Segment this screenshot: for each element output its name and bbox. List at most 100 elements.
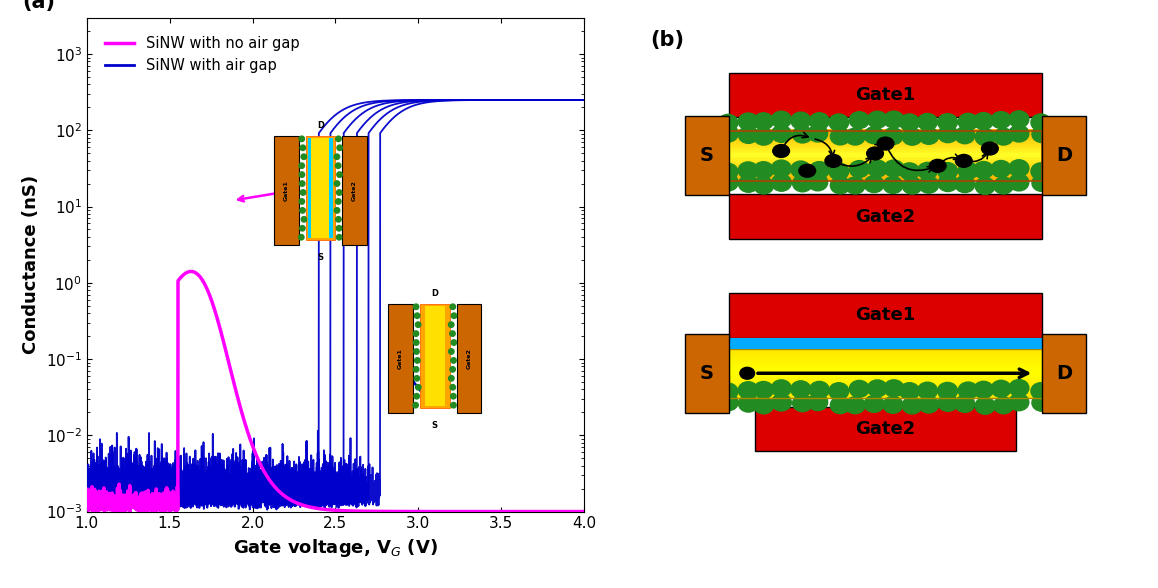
Ellipse shape [771,125,791,142]
FancyBboxPatch shape [728,141,1042,143]
Ellipse shape [864,127,884,143]
FancyBboxPatch shape [728,338,1042,349]
Ellipse shape [849,112,870,129]
Ellipse shape [877,137,894,150]
Ellipse shape [1031,383,1050,400]
FancyBboxPatch shape [728,385,1042,387]
Ellipse shape [864,176,884,192]
Ellipse shape [955,176,975,193]
FancyBboxPatch shape [728,156,1042,159]
FancyBboxPatch shape [728,179,1042,181]
FancyBboxPatch shape [728,172,1042,174]
Ellipse shape [938,113,958,131]
Ellipse shape [884,176,903,193]
FancyBboxPatch shape [728,366,1042,369]
FancyBboxPatch shape [728,346,1042,349]
Ellipse shape [900,163,919,180]
Ellipse shape [739,395,758,412]
FancyBboxPatch shape [728,129,1042,131]
Ellipse shape [771,160,791,177]
FancyBboxPatch shape [728,382,1042,385]
Ellipse shape [739,382,758,399]
FancyBboxPatch shape [728,392,1042,395]
Ellipse shape [845,128,865,145]
FancyBboxPatch shape [728,136,1042,138]
Ellipse shape [918,128,939,144]
Ellipse shape [917,382,937,399]
Text: Gate2: Gate2 [856,420,916,438]
Ellipse shape [1032,126,1051,142]
Ellipse shape [867,111,887,128]
Ellipse shape [938,395,958,412]
FancyBboxPatch shape [728,138,1042,140]
Text: S: S [699,364,713,383]
Ellipse shape [974,162,994,178]
Legend: SiNW with no air gap, SiNW with air gap: SiNW with no air gap, SiNW with air gap [100,30,306,79]
Ellipse shape [1009,174,1028,191]
Ellipse shape [994,177,1013,194]
Ellipse shape [718,163,738,180]
FancyBboxPatch shape [728,170,1042,172]
Ellipse shape [739,175,758,192]
Ellipse shape [900,114,919,131]
FancyBboxPatch shape [728,173,1042,176]
Ellipse shape [938,382,958,399]
FancyBboxPatch shape [728,175,1042,177]
Ellipse shape [1009,394,1028,410]
FancyBboxPatch shape [728,390,1042,393]
Ellipse shape [771,380,791,397]
Ellipse shape [792,126,813,143]
Ellipse shape [918,176,939,193]
FancyBboxPatch shape [728,132,1042,135]
Ellipse shape [771,174,791,191]
FancyBboxPatch shape [728,379,1042,382]
Ellipse shape [884,380,903,397]
Ellipse shape [829,114,849,131]
FancyBboxPatch shape [728,348,1042,351]
Ellipse shape [991,161,1011,178]
FancyBboxPatch shape [728,139,1042,142]
Ellipse shape [845,177,865,194]
Ellipse shape [864,396,884,412]
FancyBboxPatch shape [728,361,1042,364]
FancyBboxPatch shape [728,177,1042,179]
Ellipse shape [849,380,870,397]
Ellipse shape [754,128,774,145]
Ellipse shape [902,397,922,414]
Ellipse shape [1009,125,1028,142]
Ellipse shape [772,145,790,158]
Ellipse shape [829,383,849,400]
FancyBboxPatch shape [728,351,1042,354]
FancyBboxPatch shape [728,353,1042,356]
X-axis label: Gate voltage, V$_G$ (V): Gate voltage, V$_G$ (V) [233,537,438,559]
Ellipse shape [799,164,815,177]
Ellipse shape [771,111,791,128]
FancyBboxPatch shape [728,166,1042,169]
Ellipse shape [718,394,738,410]
Ellipse shape [975,178,995,195]
Ellipse shape [1009,380,1028,396]
Ellipse shape [791,381,811,397]
FancyBboxPatch shape [728,143,1042,145]
FancyBboxPatch shape [728,160,1042,162]
Ellipse shape [808,125,828,142]
FancyBboxPatch shape [728,158,1042,160]
Ellipse shape [1032,175,1051,192]
FancyBboxPatch shape [728,149,1042,152]
Ellipse shape [754,113,774,130]
FancyBboxPatch shape [728,131,1042,133]
Ellipse shape [791,112,811,129]
Text: S: S [699,146,713,165]
Ellipse shape [739,162,758,179]
Ellipse shape [955,127,975,143]
FancyBboxPatch shape [728,395,1042,398]
Ellipse shape [991,380,1011,397]
Ellipse shape [849,161,870,178]
Text: D: D [1056,364,1072,383]
Ellipse shape [884,128,903,145]
Ellipse shape [974,381,994,398]
Ellipse shape [792,175,813,192]
Ellipse shape [718,383,738,400]
Text: Gate2: Gate2 [856,208,916,226]
FancyBboxPatch shape [728,155,1042,157]
